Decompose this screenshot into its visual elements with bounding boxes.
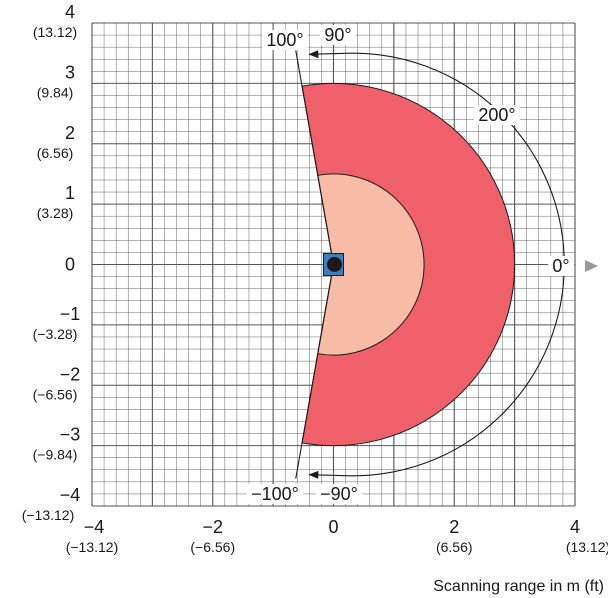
x-tick-label: 2 [449,517,459,537]
boundary-line-minus-100 [295,264,335,479]
x-tick-label: 4 [570,517,580,537]
angle-label-minus-100: −100° [251,484,299,504]
x-tick-label: 0 [328,517,338,537]
y-tick-label: −3 [60,425,81,445]
x-tick-label: −4 [84,517,105,537]
y-tick-sublabel: (6.56) [37,145,74,161]
boundary-line-100 [295,50,335,265]
y-tick-sublabel: (13.12) [33,24,77,40]
x-tick-sublabel: (−6.56) [190,539,235,555]
angle-labels: 100° 90° −100° −90° 200° 0° [247,25,598,504]
x-tick-label: −2 [202,517,223,537]
scan-zones [301,82,516,447]
angle-label-90-bg [320,25,356,45]
y-tick-label: 3 [65,62,75,82]
y-tick-label: 0 [65,255,75,275]
angle-label-200-bg [474,105,520,125]
sensor-icon [323,253,344,276]
y-tick-label: −4 [60,485,81,505]
angle-label-0: 0° [552,256,569,276]
y-tick-labels: 4 (13.12) 3 (9.84) 2 (6.56) 1 (3.28) 0 −1 (−3.28) −… [22,2,81,523]
inner-field-zone [317,173,425,356]
y-tick-label: 2 [65,123,75,143]
y-tick-sublabel: (−9.84) [33,447,78,463]
x-tick-sublabel: (6.56) [436,539,473,555]
y-tick-sublabel: (3.28) [37,205,74,221]
y-tick-label: −1 [60,304,81,324]
direction-arrow-icon [585,260,598,272]
angle-label-0-bg [548,256,574,276]
y-tick-sublabel: (−13.12) [22,507,75,523]
y-tick-label: 4 [65,2,75,22]
angle-label-minus-90-bg [316,484,362,504]
x-tick-labels: −4 (−13.12) −2 (−6.56) 0 2 (6.56) 4 (13.12) [66,517,608,555]
arc-arrow-bottom [308,470,346,479]
angle-label-minus-90: −90° [320,484,358,504]
arc-arrow-top [308,50,346,59]
angle-label-200: 200° [478,105,515,125]
y-tick-sublabel: (−3.28) [33,326,78,342]
y-tick-label: 1 [65,183,75,203]
sensor-lens [327,257,342,272]
x-tick-sublabel: (13.12) [566,539,608,555]
angle-label-90: 90° [324,25,351,45]
angle-label-minus-100-bg [247,484,303,504]
angle-label-100-bg [262,30,308,50]
y-tick-sublabel: (9.84) [37,84,74,100]
y-tick-sublabel: (−6.56) [33,386,78,402]
axis-title: Scanning range in m (ft) [433,578,604,595]
y-tick-label: −2 [60,364,81,384]
x-tick-sublabel: (−13.12) [66,539,119,555]
angle-label-100: 100° [266,30,303,50]
